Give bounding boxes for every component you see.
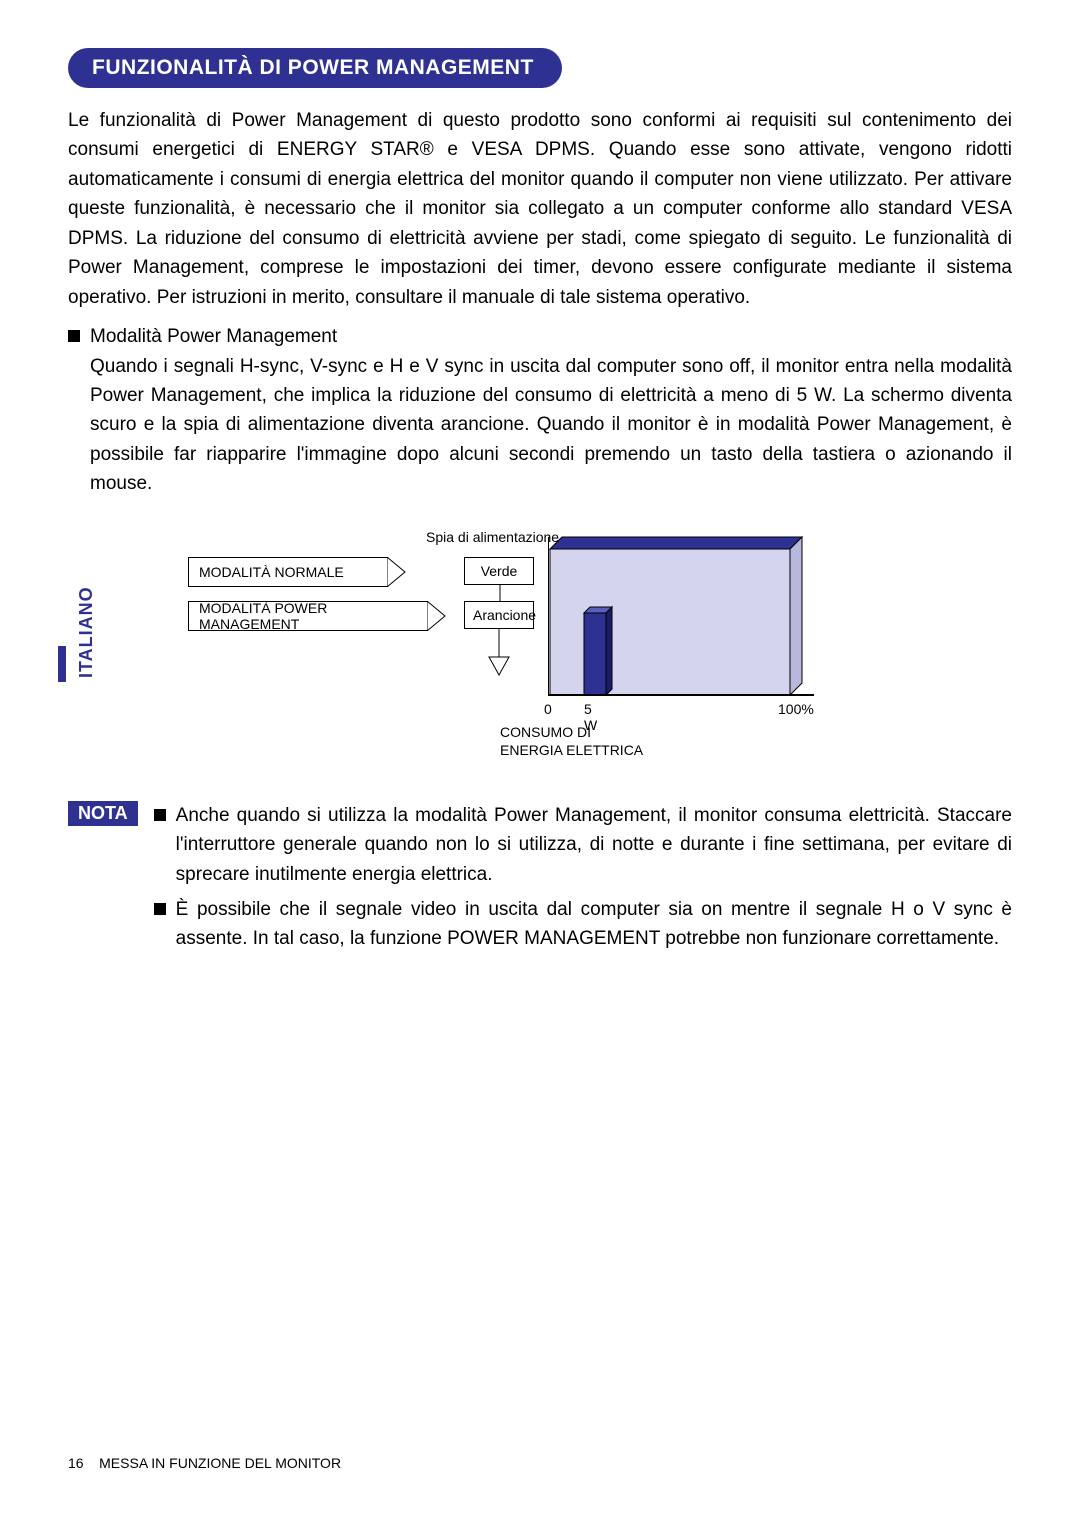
nota-text: È possibile che il segnale video in usci…: [176, 895, 1012, 954]
x-caption-line1: CONSUMO DI: [500, 724, 591, 740]
mode-normal-label: MODALITÀ NORMALE: [199, 564, 344, 580]
footer-section: MESSA IN FUNZIONE DEL MONITOR: [99, 1455, 341, 1471]
nota-item: Anche quando si utilizza la modalità Pow…: [154, 801, 1012, 889]
power-diagram: Spia di alimentazione MODALITÀ NORMALE M…: [188, 527, 1012, 777]
mode-pm-label: MODALITÀ POWER MANAGEMENT: [199, 600, 418, 632]
x-axis-caption: CONSUMO DI ENERGIA ELETTRICA: [500, 723, 643, 759]
side-tab-bar: [58, 646, 66, 682]
square-bullet-icon: [68, 330, 80, 342]
arrow-down-icon: [484, 629, 514, 677]
sub-body: Quando i segnali H-sync, V-sync e H e V …: [90, 352, 1012, 499]
x-caption-line2: ENERGIA ELETTRICA: [500, 742, 643, 758]
page-footer: 16 MESSA IN FUNZIONE DEL MONITOR: [68, 1455, 341, 1471]
section-header: FUNZIONALITÀ DI POWER MANAGEMENT: [68, 48, 562, 88]
mode-pm-box: MODALITÀ POWER MANAGEMENT: [188, 601, 428, 631]
tick-100: 100%: [778, 701, 814, 717]
sub-section: Modalità Power Management Quando i segna…: [68, 322, 1012, 499]
color-green-box: Verde: [464, 557, 534, 585]
square-bullet-icon: [154, 903, 166, 915]
color-orange-box: Arancione: [464, 601, 534, 629]
color-orange-label: Arancione: [473, 607, 536, 623]
color-green-label: Verde: [481, 563, 518, 579]
nota-list: Anche quando si utilizza la modalità Pow…: [154, 801, 1012, 960]
nota-item: È possibile che il segnale video in usci…: [154, 895, 1012, 954]
language-tab: ITALIANO: [76, 586, 97, 678]
nota-section: NOTA Anche quando si utilizza la modalit…: [68, 801, 1012, 960]
page-number: 16: [68, 1455, 84, 1471]
intro-paragraph: Le funzionalità di Power Management di q…: [68, 106, 1012, 312]
page: FUNZIONALITÀ DI POWER MANAGEMENT Le funz…: [0, 0, 1080, 960]
tick-0: 0: [544, 701, 552, 717]
nota-badge: NOTA: [68, 801, 138, 826]
arrow-right-icon: [387, 557, 407, 587]
nota-text: Anche quando si utilizza la modalità Pow…: [176, 801, 1012, 889]
mode-normal-box: MODALITÀ NORMALE: [188, 557, 388, 587]
arrow-right-icon: [427, 601, 447, 631]
spia-label: Spia di alimentazione: [426, 529, 559, 545]
chart-svg: [548, 527, 828, 707]
sub-heading: Modalità Power Management: [90, 322, 337, 351]
square-bullet-icon: [154, 809, 166, 821]
connector-line: [492, 585, 508, 603]
